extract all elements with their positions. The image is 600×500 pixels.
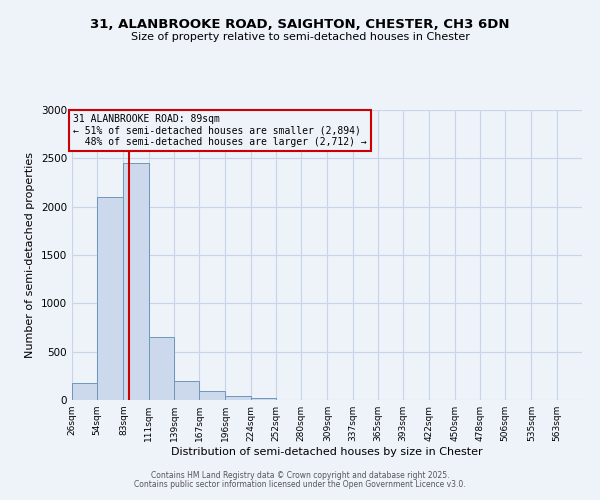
X-axis label: Distribution of semi-detached houses by size in Chester: Distribution of semi-detached houses by … <box>171 447 483 457</box>
Bar <box>149 337 174 400</box>
Text: Contains HM Land Registry data © Crown copyright and database right 2025.: Contains HM Land Registry data © Crown c… <box>151 471 449 480</box>
Text: 31 ALANBROOKE ROAD: 89sqm
← 51% of semi-detached houses are smaller (2,894)
  48: 31 ALANBROOKE ROAD: 89sqm ← 51% of semi-… <box>73 114 367 147</box>
Text: Size of property relative to semi-detached houses in Chester: Size of property relative to semi-detach… <box>131 32 469 42</box>
Bar <box>226 396 251 400</box>
Bar <box>199 392 226 400</box>
Text: Contains public sector information licensed under the Open Government Licence v3: Contains public sector information licen… <box>134 480 466 489</box>
Bar <box>97 197 124 400</box>
Text: 31, ALANBROOKE ROAD, SAIGHTON, CHESTER, CH3 6DN: 31, ALANBROOKE ROAD, SAIGHTON, CHESTER, … <box>90 18 510 30</box>
Y-axis label: Number of semi-detached properties: Number of semi-detached properties <box>25 152 35 358</box>
Bar <box>174 380 199 400</box>
Bar <box>251 398 276 400</box>
Bar <box>72 383 97 400</box>
Bar <box>124 163 149 400</box>
